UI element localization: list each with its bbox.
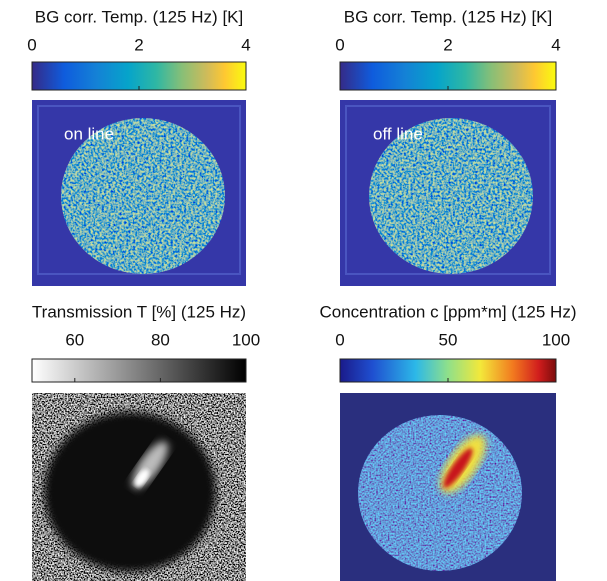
colorbar-tick-label: 4: [241, 35, 250, 54]
colorbar: [340, 62, 556, 90]
figure: on line off line BG corr. Temp. (125 Hz)…: [0, 0, 607, 581]
colorbar-tick-label: 4: [551, 35, 560, 54]
panel-title: BG corr. Temp. (125 Hz) [K]: [344, 7, 552, 26]
colorbar-tick-label: 2: [134, 35, 143, 54]
panel-title: BG corr. Temp. (125 Hz) [K]: [35, 7, 243, 26]
colorbar-tick-label: 0: [27, 35, 36, 54]
colorbar-tick-label: 60: [65, 330, 84, 349]
image-transmission: [32, 393, 246, 581]
colorbar-tick-label: 100: [232, 330, 260, 349]
image-concentration: [340, 393, 556, 581]
colorbar-tick-label: 0: [335, 35, 344, 54]
colorbar-tick-label: 100: [542, 330, 570, 349]
colorbar-tick-label: 50: [439, 330, 458, 349]
colorbar: [32, 62, 246, 90]
colorbar-tick-label: 80: [151, 330, 170, 349]
panel-title: Concentration c [ppm*m] (125 Hz): [320, 302, 577, 321]
colorbar: [32, 359, 246, 382]
image-label: off line: [373, 124, 423, 143]
colorbar-tick-label: 2: [443, 35, 452, 54]
panel-title: Transmission T [%] (125 Hz): [32, 302, 246, 321]
image-label: on line: [64, 124, 114, 143]
colorbar-tick-label: 0: [335, 330, 344, 349]
